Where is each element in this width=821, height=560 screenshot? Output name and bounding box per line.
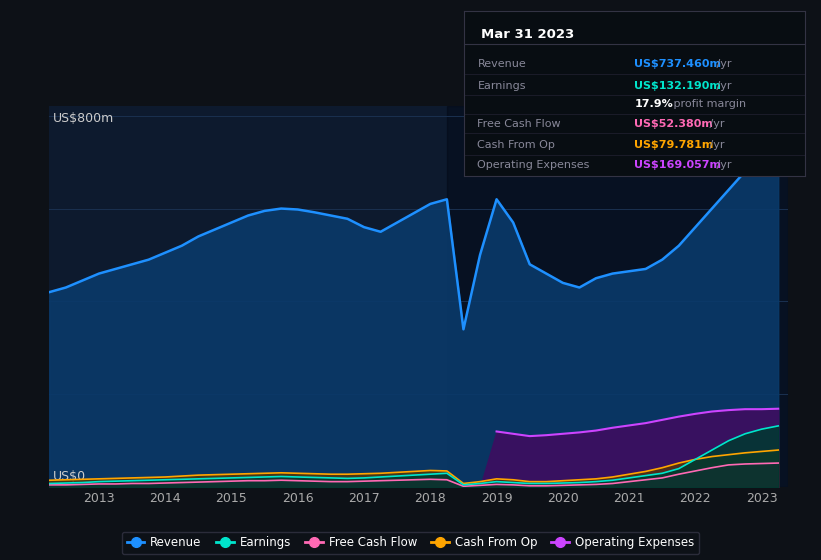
Text: profit margin: profit margin	[670, 99, 746, 109]
Text: US$169.057m: US$169.057m	[635, 160, 721, 170]
Text: /yr: /yr	[706, 140, 724, 150]
Text: /yr: /yr	[706, 119, 724, 129]
Text: US$737.460m: US$737.460m	[635, 59, 721, 69]
Text: /yr: /yr	[713, 81, 732, 91]
Legend: Revenue, Earnings, Free Cash Flow, Cash From Op, Operating Expenses: Revenue, Earnings, Free Cash Flow, Cash …	[122, 531, 699, 554]
Text: /yr: /yr	[713, 160, 732, 170]
Text: Mar 31 2023: Mar 31 2023	[481, 28, 574, 41]
Text: Revenue: Revenue	[478, 59, 526, 69]
Text: /yr: /yr	[713, 59, 732, 69]
Text: US$0: US$0	[53, 470, 86, 483]
Text: Free Cash Flow: Free Cash Flow	[478, 119, 561, 129]
Text: Cash From Op: Cash From Op	[478, 140, 555, 150]
Text: US$800m: US$800m	[53, 112, 114, 125]
Text: 17.9%: 17.9%	[635, 99, 673, 109]
Text: Operating Expenses: Operating Expenses	[478, 160, 589, 170]
Text: US$79.781m: US$79.781m	[635, 140, 713, 150]
Text: US$52.380m: US$52.380m	[635, 119, 713, 129]
Text: Earnings: Earnings	[478, 81, 526, 91]
Bar	[447, 106, 788, 487]
Text: US$132.190m: US$132.190m	[635, 81, 721, 91]
